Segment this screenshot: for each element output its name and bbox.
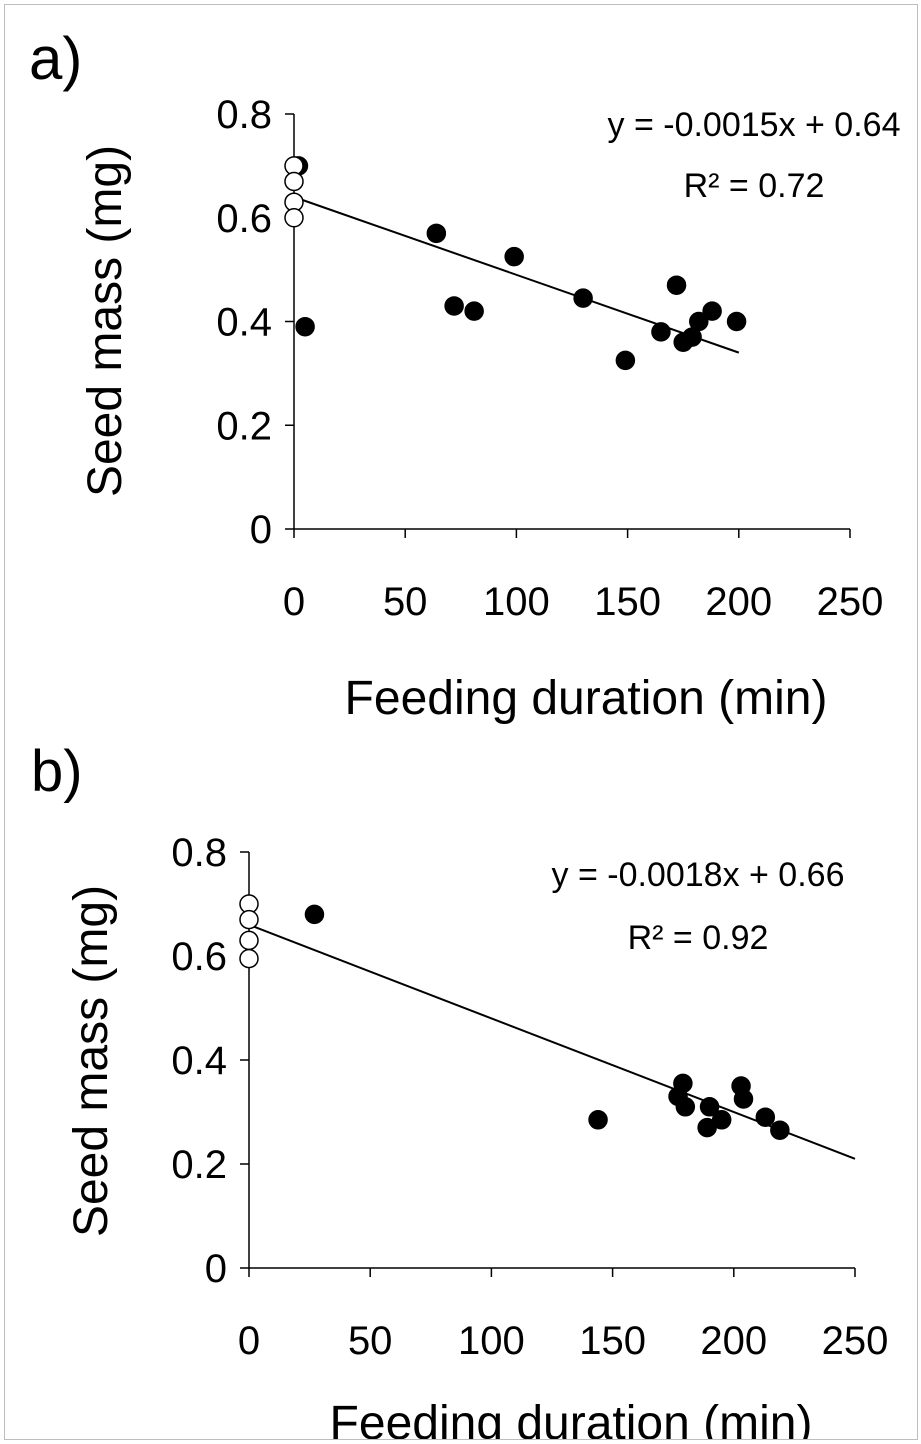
trendline-equation: y = -0.0015x + 0.64 [608, 106, 901, 144]
data-point-filled [675, 1097, 696, 1117]
y-tick-label: 0.8 [216, 93, 272, 137]
x-tick-label: 0 [238, 1319, 260, 1363]
r-squared-label: R² = 0.72 [684, 167, 825, 205]
y-tick-label: 0.2 [171, 1143, 227, 1187]
data-point-open [239, 930, 259, 951]
data-point-filled [504, 246, 524, 267]
x-tick-label: 100 [458, 1319, 525, 1363]
panel-label: b) [31, 739, 83, 804]
y-tick-label: 0.8 [171, 831, 227, 875]
data-point-filled [755, 1107, 776, 1127]
data-point-filled [673, 1073, 693, 1094]
x-tick-label: 50 [348, 1319, 393, 1363]
panel-label: a) [29, 25, 82, 92]
x-tick-label: 100 [483, 580, 550, 624]
data-point-open [284, 208, 304, 228]
trendline [248, 923, 856, 1160]
data-point-filled [689, 311, 709, 332]
y-tick-label: 0.4 [216, 301, 272, 345]
data-point-filled [304, 904, 325, 925]
figure-frame: a) 0 0.2 0.4 0.6 0.8 0 50 100 150 200 250 Feeding du… [4, 4, 918, 1440]
data-point-filled [702, 301, 722, 321]
x-axis-title: Feeding duration (min) [330, 1397, 813, 1440]
y-tick-label: 0.6 [216, 197, 272, 241]
y-tick-label: 0.6 [171, 935, 227, 979]
trendline [293, 196, 740, 354]
data-point-filled [733, 1089, 754, 1109]
data-point-filled [588, 1110, 608, 1130]
data-point-filled [699, 1097, 720, 1117]
x-tick-label: 150 [594, 580, 661, 624]
data-point-open [239, 909, 259, 930]
x-tick-label: 150 [579, 1319, 646, 1363]
y-axis-title: Seed mass (mg) [79, 145, 132, 497]
data-point-filled [651, 322, 671, 342]
data-point-filled [711, 1110, 732, 1130]
data-point-filled [464, 301, 484, 321]
data-point-filled [726, 311, 747, 332]
y-tick-label: 0.2 [216, 404, 272, 448]
data-point-filled [295, 316, 315, 337]
y-tick-label: 0.4 [171, 1039, 227, 1083]
chart-panel-a: a) 0 0.2 0.4 0.6 0.8 0 50 100 150 200 250 Feeding du… [29, 25, 900, 725]
x-tick-label: 250 [822, 1319, 889, 1363]
data-point-open [284, 171, 304, 192]
data-point-filled [770, 1120, 790, 1140]
y-tick-label: 0 [205, 1247, 227, 1291]
x-tick-label: 200 [705, 580, 772, 624]
data-point-filled [573, 288, 593, 308]
x-tick-label: 250 [817, 580, 884, 624]
x-tick-label: 200 [700, 1319, 767, 1363]
r-squared-label: R² = 0.92 [628, 919, 769, 957]
trendline-equation: y = -0.0018x + 0.66 [552, 856, 845, 894]
data-point-filled [444, 296, 464, 316]
x-tick-label: 0 [283, 580, 305, 624]
x-tick-label: 50 [383, 580, 428, 624]
data-point-filled [666, 275, 687, 295]
data-point-filled [615, 350, 636, 371]
y-tick-label: 0 [250, 508, 272, 552]
data-point-filled [426, 223, 447, 244]
x-axis-title: Feeding duration (min) [345, 672, 828, 725]
data-point-open [239, 948, 259, 969]
y-axis-title: Seed mass (mg) [65, 885, 118, 1237]
